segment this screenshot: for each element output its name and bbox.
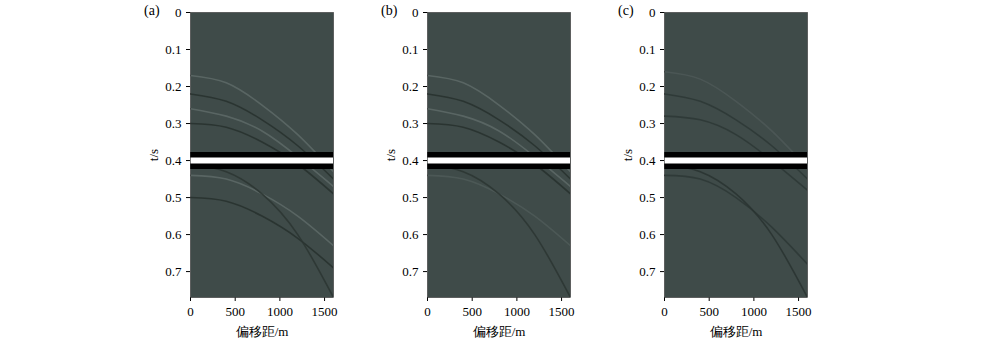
svg-text:0.5: 0.5 bbox=[639, 190, 655, 205]
html-text:(b): (b) bbox=[381, 3, 398, 18]
svg-text:0.7: 0.7 bbox=[402, 264, 419, 279]
svg-text:0: 0 bbox=[661, 304, 668, 319]
svg-text:0.2: 0.2 bbox=[639, 79, 655, 94]
svg-text:0.7: 0.7 bbox=[165, 264, 182, 279]
svg-text:t/s: t/s bbox=[146, 149, 161, 161]
svg-text:0.6: 0.6 bbox=[165, 227, 182, 242]
svg-text:偏移距/m: 偏移距/m bbox=[710, 324, 763, 339]
svg-text:0.2: 0.2 bbox=[402, 79, 418, 94]
svg-text:1500: 1500 bbox=[312, 304, 338, 319]
svg-text:0.1: 0.1 bbox=[639, 42, 655, 57]
svg-text:0.6: 0.6 bbox=[402, 227, 419, 242]
svg-text:0.2: 0.2 bbox=[165, 79, 181, 94]
svg-text:1500: 1500 bbox=[549, 304, 575, 319]
svg-text:1000: 1000 bbox=[267, 304, 293, 319]
svg-text:1000: 1000 bbox=[504, 304, 530, 319]
svg-text:0.4: 0.4 bbox=[165, 153, 182, 168]
svg-text:0: 0 bbox=[649, 5, 656, 20]
svg-text:0.3: 0.3 bbox=[639, 116, 655, 131]
svg-text:0.6: 0.6 bbox=[639, 227, 656, 242]
svg-text:1000: 1000 bbox=[741, 304, 767, 319]
svg-text:0.4: 0.4 bbox=[639, 153, 656, 168]
svg-text:偏移距/m: 偏移距/m bbox=[473, 324, 526, 339]
svg-text:500: 500 bbox=[699, 304, 719, 319]
svg-text:500: 500 bbox=[462, 304, 482, 319]
svg-text:0: 0 bbox=[424, 304, 431, 319]
svg-text:0.1: 0.1 bbox=[402, 42, 418, 57]
svg-text:0.5: 0.5 bbox=[402, 190, 418, 205]
svg-text:0: 0 bbox=[175, 5, 182, 20]
svg-text:1500: 1500 bbox=[786, 304, 812, 319]
svg-text:0.3: 0.3 bbox=[402, 116, 418, 131]
html-text:(a): (a) bbox=[144, 3, 160, 18]
svg-text:t/s: t/s bbox=[620, 149, 635, 161]
svg-text:偏移距/m: 偏移距/m bbox=[236, 324, 289, 339]
svg-text:0: 0 bbox=[187, 304, 194, 319]
svg-text:0.3: 0.3 bbox=[165, 116, 181, 131]
svg-text:0.4: 0.4 bbox=[402, 153, 419, 168]
svg-text:0.5: 0.5 bbox=[165, 190, 181, 205]
html-text:(c): (c) bbox=[618, 3, 634, 18]
svg-text:500: 500 bbox=[225, 304, 245, 319]
svg-text:0.1: 0.1 bbox=[165, 42, 181, 57]
svg-text:0: 0 bbox=[412, 5, 419, 20]
svg-text:t/s: t/s bbox=[383, 149, 398, 161]
svg-text:0.7: 0.7 bbox=[639, 264, 656, 279]
